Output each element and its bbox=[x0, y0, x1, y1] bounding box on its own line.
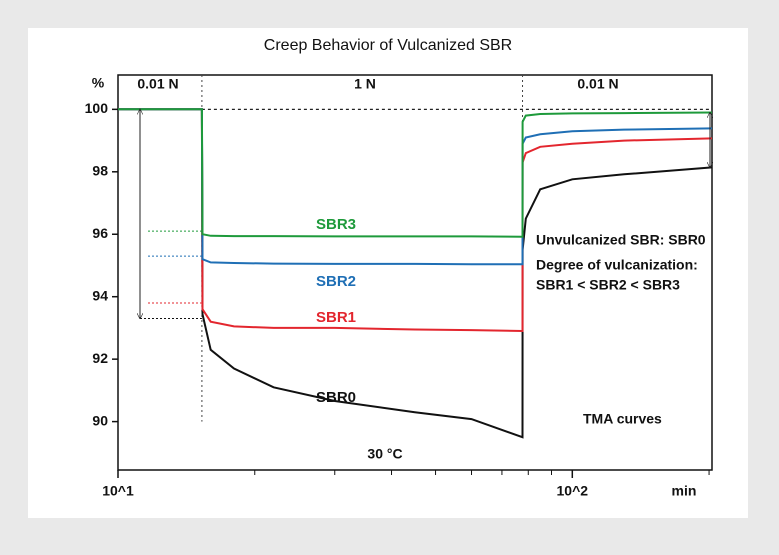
y-tick-label: 98 bbox=[92, 163, 108, 179]
y-tick-label: 94 bbox=[92, 287, 108, 303]
series-label: SBR3 bbox=[316, 216, 356, 233]
y-tick-label: 100 bbox=[85, 100, 109, 116]
x-axis-label: min bbox=[672, 483, 697, 499]
annotation: Unvulcanized SBR: SBR0 bbox=[536, 232, 706, 248]
annotation: 0.01 N bbox=[137, 76, 178, 92]
x-tick-label: 10^1 bbox=[102, 483, 134, 499]
y-tick-label: 92 bbox=[92, 350, 108, 366]
series-line bbox=[118, 108, 713, 238]
chart-title: Creep Behavior of Vulcanized SBR bbox=[264, 37, 512, 54]
y-tick-label: 96 bbox=[92, 225, 108, 241]
series-line bbox=[118, 108, 713, 439]
annotation: Degree of vulcanization: bbox=[536, 257, 698, 273]
series-line bbox=[118, 108, 713, 266]
annotation: 30 °C bbox=[367, 446, 402, 462]
annotation: TMA curves bbox=[583, 411, 662, 427]
series-label: SBR0 bbox=[316, 389, 356, 406]
annotation: 1 N bbox=[354, 76, 376, 92]
series-label: SBR2 bbox=[316, 273, 356, 290]
series-label: SBR1 bbox=[316, 309, 356, 326]
series-line bbox=[118, 108, 713, 333]
y-axis-label: % bbox=[92, 75, 105, 91]
y-tick-label: 90 bbox=[92, 412, 108, 428]
card bbox=[28, 28, 748, 518]
annotation: 0.01 N bbox=[577, 76, 618, 92]
annotation: SBR1 < SBR2 < SBR3 bbox=[536, 277, 680, 293]
plot-frame bbox=[117, 74, 713, 471]
x-tick-label: 10^2 bbox=[557, 483, 589, 499]
